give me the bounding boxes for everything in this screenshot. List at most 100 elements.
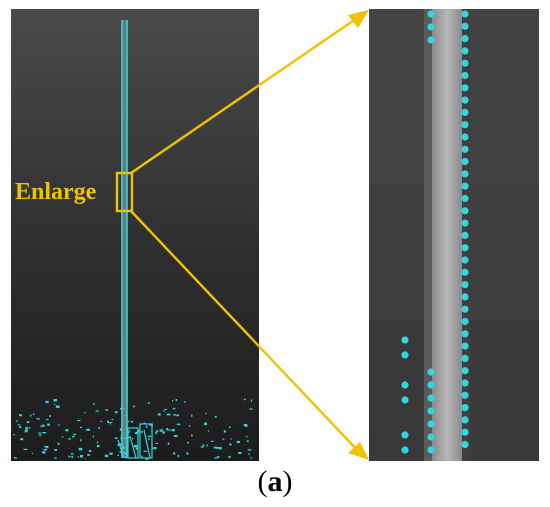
ground-speckle bbox=[229, 443, 232, 446]
ground-speckle bbox=[95, 410, 99, 412]
ground-speckle bbox=[202, 444, 205, 447]
edge-point bbox=[401, 431, 409, 439]
edge-point bbox=[461, 219, 469, 227]
ground-speckle bbox=[118, 443, 122, 446]
edge-point bbox=[461, 71, 469, 80]
ground-speckle bbox=[147, 402, 150, 404]
ground-speckle bbox=[186, 452, 189, 455]
edge-point bbox=[461, 121, 469, 129]
ground-speckle bbox=[155, 431, 157, 435]
ground-speckle bbox=[84, 457, 86, 459]
ground-speckle bbox=[100, 420, 103, 422]
ground-speckle bbox=[17, 424, 21, 426]
edge-point bbox=[427, 407, 435, 415]
ground-speckle bbox=[54, 457, 57, 459]
ground-speckle bbox=[236, 440, 240, 443]
ground-speckle bbox=[109, 452, 113, 455]
callout-line-bottom bbox=[130, 210, 361, 454]
edge-point bbox=[461, 293, 469, 301]
edge-point bbox=[461, 391, 469, 399]
ground-speckle bbox=[30, 414, 32, 417]
ground-speckle bbox=[173, 434, 178, 437]
ground-speckle bbox=[129, 430, 131, 433]
edge-points bbox=[401, 10, 469, 454]
ground-edge-speckles bbox=[13, 398, 253, 460]
ground-speckle bbox=[68, 438, 71, 440]
edge-point bbox=[461, 317, 469, 326]
ground-speckle bbox=[159, 429, 163, 432]
caption-letter: a bbox=[267, 465, 283, 498]
ground-speckle bbox=[130, 420, 133, 423]
ground-speckle bbox=[214, 416, 217, 418]
ground-speckle bbox=[93, 402, 95, 405]
ground-speckle bbox=[13, 457, 17, 459]
ground-speckle bbox=[105, 409, 108, 411]
enlarged-pole-shadow bbox=[424, 9, 434, 461]
ground-speckle bbox=[49, 415, 51, 417]
edge-point bbox=[461, 367, 469, 375]
ground-speckle bbox=[176, 414, 179, 417]
ground-speckle bbox=[173, 414, 177, 416]
ground-speckle bbox=[176, 423, 181, 426]
ground-speckle bbox=[117, 454, 119, 456]
ground-speckle bbox=[127, 436, 131, 438]
ground-speckle bbox=[167, 429, 171, 431]
edge-point bbox=[427, 368, 435, 376]
enlarge-box bbox=[115, 171, 134, 213]
ground-speckle bbox=[114, 411, 118, 414]
ground-speckle bbox=[72, 436, 75, 438]
edge-point bbox=[461, 47, 469, 55]
ground-speckle bbox=[166, 428, 169, 431]
edge-point bbox=[461, 428, 469, 436]
edge-point bbox=[461, 256, 469, 264]
edge-point bbox=[427, 36, 435, 44]
edge-point bbox=[461, 182, 469, 190]
ground-speckle bbox=[217, 456, 220, 458]
edge-point bbox=[461, 354, 469, 362]
left-image-background bbox=[11, 9, 259, 461]
ground-speckle bbox=[77, 456, 79, 458]
ground-speckle bbox=[120, 435, 122, 438]
edge-point bbox=[461, 342, 469, 350]
ground-speckle bbox=[123, 452, 127, 455]
ground-speckle bbox=[46, 419, 49, 421]
enlarged-image bbox=[369, 9, 539, 461]
ground-speckle bbox=[61, 436, 64, 438]
ground-speckle bbox=[88, 450, 92, 452]
edge-point bbox=[401, 336, 409, 344]
ground-speckle bbox=[124, 456, 129, 459]
edge-point bbox=[461, 207, 469, 215]
ground-speckle bbox=[84, 411, 86, 414]
edge-point bbox=[427, 23, 435, 31]
ground-speckle bbox=[214, 457, 218, 459]
ground-speckle bbox=[147, 435, 151, 438]
edge-point bbox=[461, 416, 469, 424]
edge-point bbox=[461, 145, 469, 153]
ground-speckle bbox=[213, 446, 217, 449]
ground-speckle bbox=[172, 400, 174, 402]
ground-speckle bbox=[132, 438, 134, 440]
ground-speckle bbox=[119, 428, 123, 431]
ground-speckle bbox=[74, 433, 76, 436]
ground-speckle bbox=[230, 438, 232, 440]
ground-speckle bbox=[200, 446, 204, 448]
edge-point bbox=[461, 440, 469, 449]
ground-speckle bbox=[86, 428, 90, 431]
ground-speckle bbox=[114, 437, 118, 439]
ground-speckle bbox=[189, 425, 191, 427]
edge-point bbox=[461, 10, 469, 18]
edge-point bbox=[461, 22, 469, 30]
ground-speckle bbox=[107, 420, 110, 424]
ground-speckle bbox=[157, 413, 161, 416]
ground-speckle bbox=[222, 438, 225, 440]
ground-speckle bbox=[40, 425, 42, 428]
ground-speckle bbox=[80, 439, 82, 442]
ground-speckle bbox=[42, 424, 45, 427]
ground-speckle bbox=[219, 447, 222, 450]
ground-speckle bbox=[135, 447, 139, 450]
ground-speckle bbox=[175, 399, 178, 401]
ground-speckle bbox=[57, 442, 60, 445]
ground-speckle bbox=[38, 432, 42, 434]
ground-speckle bbox=[98, 426, 100, 430]
